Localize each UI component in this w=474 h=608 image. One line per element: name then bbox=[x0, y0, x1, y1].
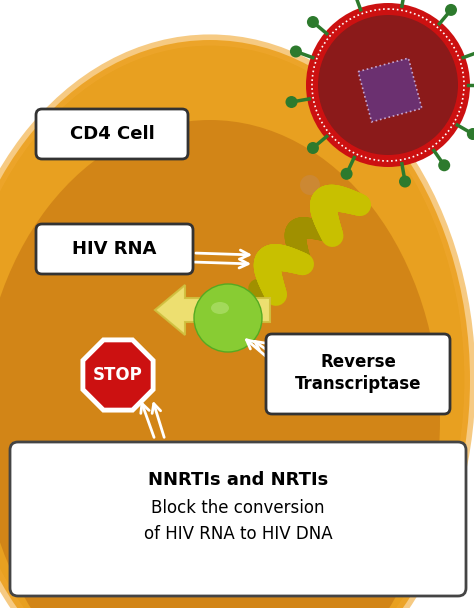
Circle shape bbox=[438, 159, 450, 171]
Circle shape bbox=[307, 142, 319, 154]
Circle shape bbox=[337, 192, 353, 208]
FancyBboxPatch shape bbox=[10, 442, 466, 596]
FancyBboxPatch shape bbox=[266, 334, 450, 414]
Text: HIV RNA: HIV RNA bbox=[72, 240, 156, 258]
Circle shape bbox=[341, 168, 353, 180]
Polygon shape bbox=[83, 340, 153, 410]
Circle shape bbox=[467, 128, 474, 140]
Ellipse shape bbox=[0, 40, 470, 608]
Polygon shape bbox=[358, 58, 422, 122]
Circle shape bbox=[399, 176, 411, 187]
Text: STOP: STOP bbox=[93, 366, 143, 384]
Circle shape bbox=[290, 46, 302, 58]
Text: Reverse: Reverse bbox=[320, 353, 396, 371]
Circle shape bbox=[285, 96, 298, 108]
Circle shape bbox=[445, 4, 457, 16]
Circle shape bbox=[306, 3, 470, 167]
Text: Transcriptase: Transcriptase bbox=[295, 375, 421, 393]
Ellipse shape bbox=[211, 302, 229, 314]
Polygon shape bbox=[155, 285, 270, 335]
Text: of HIV RNA to HIV DNA: of HIV RNA to HIV DNA bbox=[144, 525, 332, 543]
Ellipse shape bbox=[0, 120, 440, 608]
Circle shape bbox=[307, 16, 319, 28]
Circle shape bbox=[300, 175, 320, 195]
Text: NNRTIs and NRTIs: NNRTIs and NRTIs bbox=[148, 471, 328, 489]
Circle shape bbox=[318, 15, 458, 155]
Text: Block the conversion: Block the conversion bbox=[151, 499, 325, 517]
Text: CD4 Cell: CD4 Cell bbox=[70, 125, 155, 143]
FancyBboxPatch shape bbox=[36, 109, 188, 159]
FancyBboxPatch shape bbox=[36, 224, 193, 274]
Circle shape bbox=[194, 284, 262, 352]
